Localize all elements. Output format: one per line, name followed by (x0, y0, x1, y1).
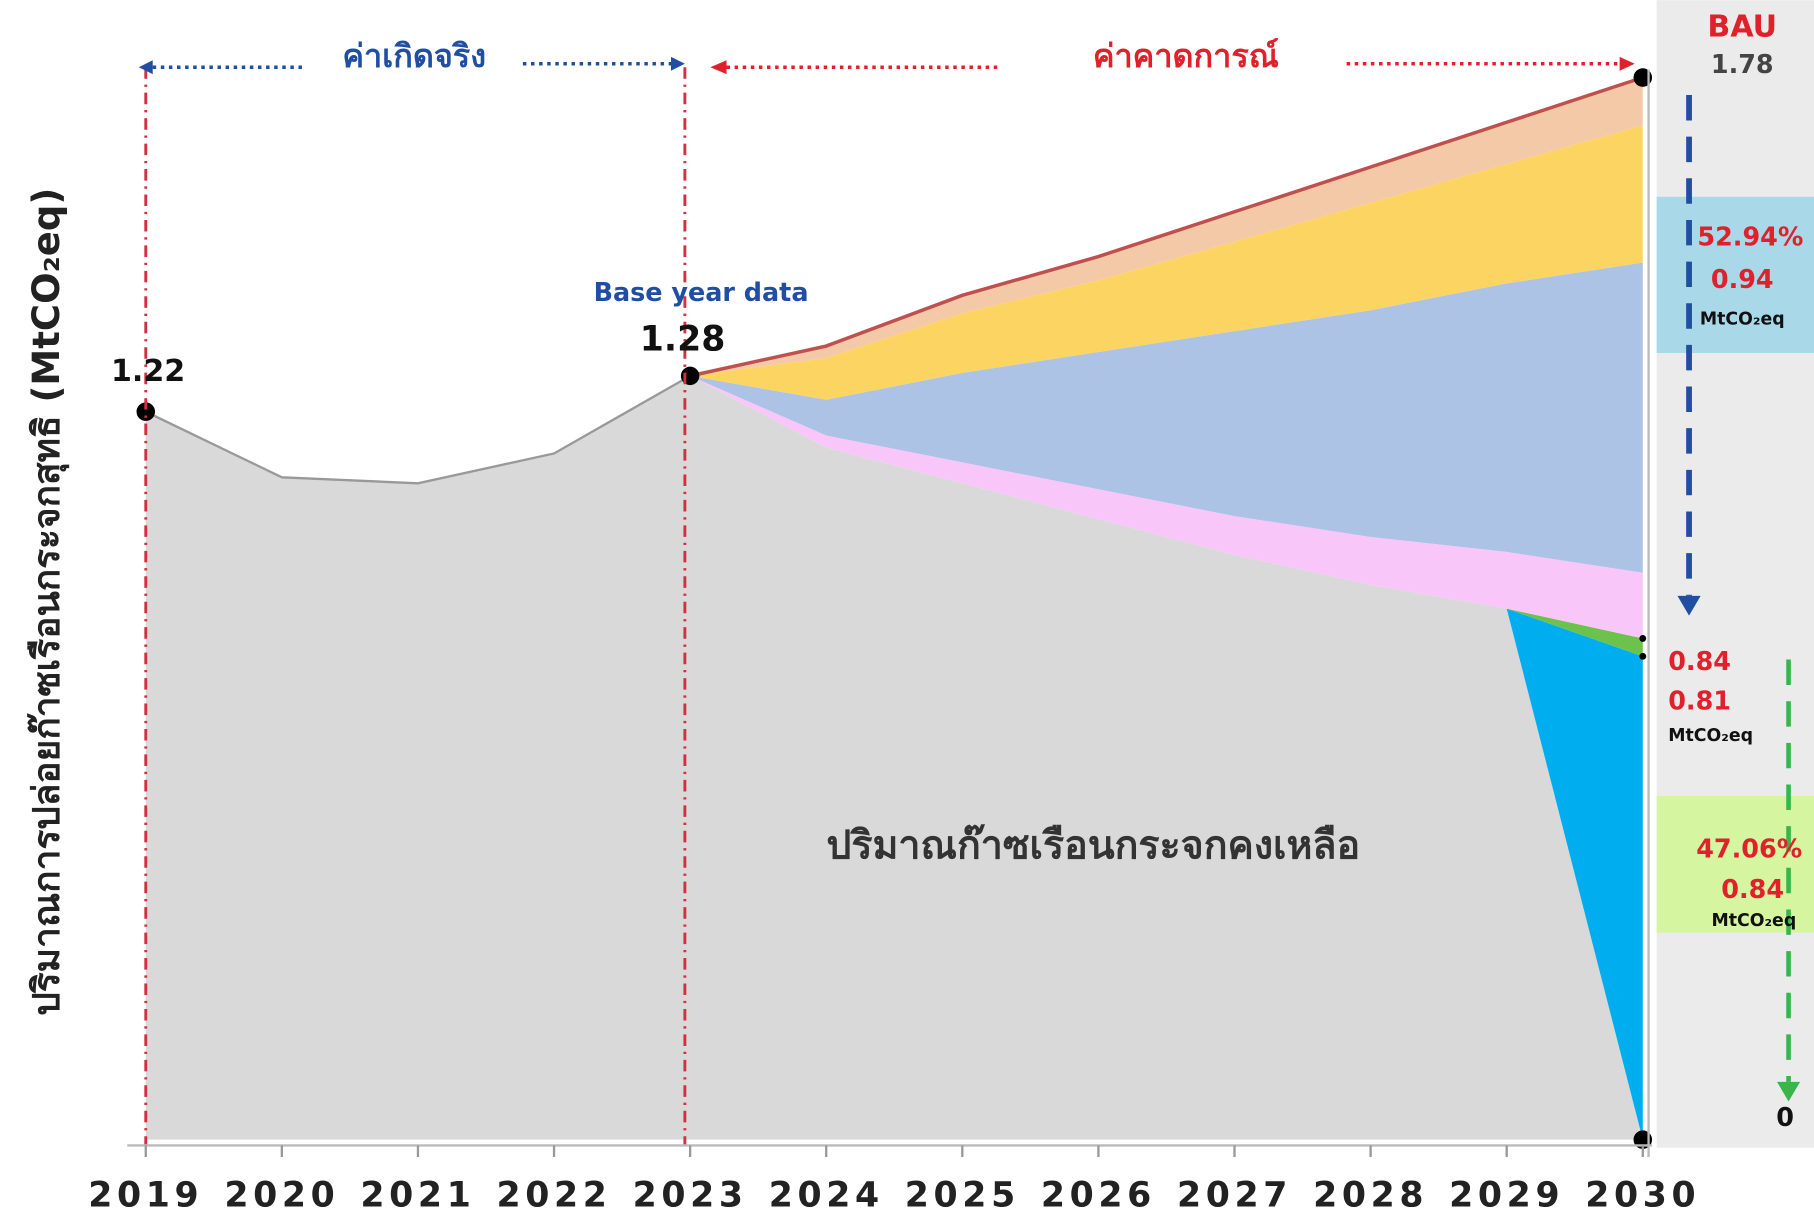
unit-label: MtCO₂eq (1668, 726, 1753, 746)
remaining-line (145, 374, 691, 485)
x-tick-label: 2020 (224, 1175, 339, 1215)
x-tick-label: 2023 (633, 1175, 748, 1215)
point (136, 402, 156, 421)
x-tick-label: 2021 (360, 1175, 475, 1215)
x-tick-label: 2019 (88, 1175, 203, 1215)
reduction-value: 0.94 (1711, 265, 1774, 295)
arrow-head (670, 56, 685, 71)
area (690, 375, 1643, 639)
x-tick-label: 2028 (1313, 1175, 1428, 1215)
remaining-pct: 47.06% (1696, 834, 1802, 864)
forecast-label: ค่าคาดการณ์ (1093, 37, 1279, 75)
target-a: 0.84 (1668, 647, 1731, 677)
x-tick-label: 2027 (1177, 1175, 1292, 1215)
point (1639, 652, 1647, 660)
x-tick-label: 2029 (1449, 1175, 1564, 1215)
arrow-head (710, 60, 727, 75)
remaining-label: ปริมาณก๊าซเรือนกระจกคงเหลือ (826, 823, 1360, 869)
x-tick-label: 2022 (497, 1175, 612, 1215)
area (1506, 608, 1643, 1140)
guides (127, 56, 1801, 1158)
areas (136, 68, 1653, 1149)
arrow-head (1619, 56, 1635, 71)
bau-label: BAU (1707, 9, 1777, 44)
target-b: 0.81 (1668, 686, 1731, 716)
base-year-label: Base year data (594, 278, 809, 308)
arrow-head (1776, 1081, 1801, 1102)
area (690, 125, 1643, 400)
point (1639, 634, 1647, 642)
arrow-head (138, 60, 153, 75)
remaining-value: 0.84 (1721, 875, 1784, 905)
x-tick-label: 2026 (1041, 1175, 1156, 1215)
reduction-pct: 52.94% (1697, 222, 1803, 252)
start-value: 1.22 (111, 354, 185, 389)
x-tick-label: 2030 (1585, 1175, 1700, 1215)
reduction-box (1656, 196, 1814, 353)
bau-line (689, 75, 1644, 378)
area (1506, 608, 1643, 657)
bau-value: 1.78 (1711, 50, 1774, 80)
arrow-head (1677, 595, 1701, 616)
unit-label: MtCO₂eq (1700, 309, 1785, 329)
x-tick-label: 2024 (769, 1175, 884, 1215)
y-axis-label: ปริมาณการปล่อยก๊าซเรือนกระจกสุทธิ (MtCO₂… (25, 188, 70, 1016)
area (145, 375, 1643, 1140)
labels: ปริมาณการปล่อยก๊าซเรือนกระจกสุทธิ (MtCO₂… (25, 9, 1803, 1215)
area (690, 262, 1643, 573)
base-value: 1.28 (640, 319, 726, 359)
x-tick-label: 2025 (905, 1175, 1020, 1215)
zero-label: 0 (1776, 1103, 1794, 1133)
unit-label: MtCO₂eq (1711, 911, 1796, 931)
actual-label: ค่าเกิดจริง (342, 37, 486, 75)
